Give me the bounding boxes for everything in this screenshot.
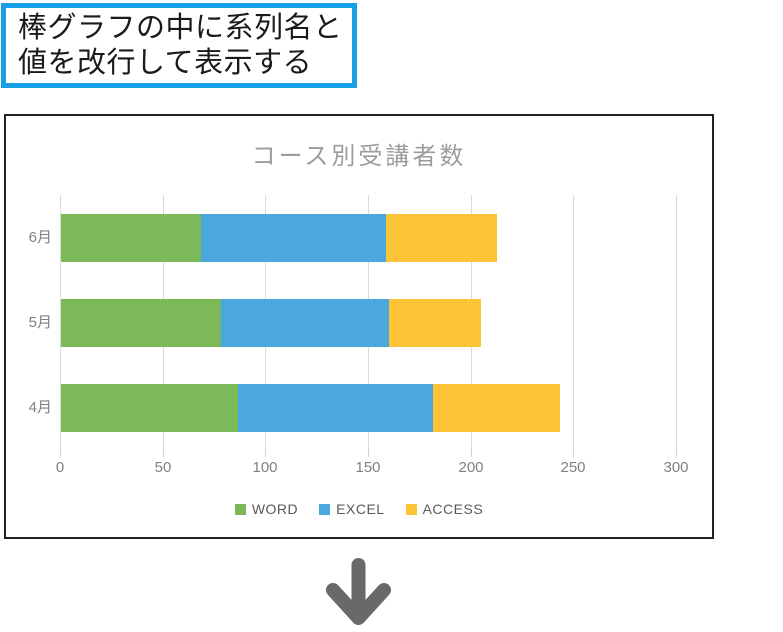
bar-segment-access (433, 384, 560, 432)
axis-tick (265, 450, 266, 457)
legend: WORD EXCEL ACCESS (6, 501, 712, 517)
axis-tick (676, 450, 677, 457)
category-label: 4月 (28, 399, 52, 416)
legend-label: ACCESS (422, 501, 484, 517)
legend-label: EXCEL (336, 501, 385, 517)
value-axis-label: 50 (154, 459, 172, 476)
category-label: 5月 (28, 314, 52, 331)
value-axis-label: 250 (560, 459, 586, 476)
gridline (573, 195, 574, 450)
axis-tick (471, 450, 472, 457)
chart-title: コース別受講者数 (251, 143, 467, 170)
axis-tick (60, 450, 61, 457)
legend-swatch-icon (405, 503, 417, 515)
value-axis-label: 150 (355, 459, 381, 476)
value-axis-label: 200 (458, 459, 484, 476)
bar-segment-word (61, 384, 238, 432)
down-arrow-icon (326, 558, 391, 625)
bar-segment-word (61, 214, 201, 262)
bar-row-4月 (61, 384, 560, 432)
callout-line1: 棒グラフの中に系列名と (18, 12, 343, 44)
gridline (60, 195, 61, 450)
callout-line2: 値を改行して表示する (18, 47, 313, 79)
bar-segment-access (389, 299, 481, 347)
axis-tick (368, 450, 369, 457)
bar-segment-access (386, 214, 497, 262)
bar-row-5月 (61, 299, 481, 347)
bar-segment-excel (201, 214, 386, 262)
chart-container: コース別受講者数 6月 5月 4月 0 50 100 150 200 250 300 WORD E… (4, 114, 714, 539)
legend-item-excel: EXCEL (319, 501, 384, 517)
bar-segment-excel (221, 299, 389, 347)
category-label: 6月 (28, 229, 52, 246)
value-axis-label: 100 (252, 459, 278, 476)
legend-item-access: ACCESS (405, 501, 484, 517)
value-axis-label: 300 (663, 459, 689, 476)
callout-box: 棒グラフの中に系列名と 値を改行して表示する (1, 3, 357, 88)
legend-item-word: WORD (234, 501, 299, 517)
legend-swatch-icon (319, 503, 331, 515)
bar-segment-word (61, 299, 221, 347)
gridline (676, 195, 677, 450)
bar-row-6月 (61, 214, 497, 262)
plot-area (60, 195, 677, 457)
legend-label: WORD (251, 501, 299, 517)
bar-segment-excel (238, 384, 433, 432)
axis-tick (163, 450, 164, 457)
legend-swatch-icon (234, 503, 246, 515)
value-axis-label: 0 (55, 459, 65, 476)
axis-tick (573, 450, 574, 457)
